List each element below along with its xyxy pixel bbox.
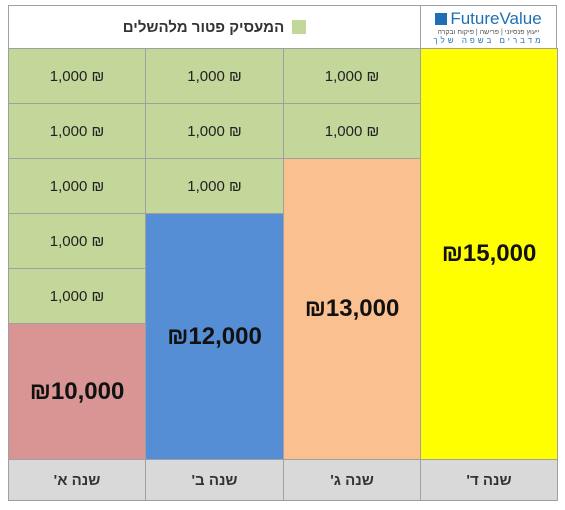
- logo-name: FutureValue: [450, 9, 542, 28]
- legend-text: המעסיק פטור מלהשלים: [122, 18, 285, 36]
- cell: 1,000 ₪: [8, 213, 146, 269]
- cell: 1,000 ₪: [8, 48, 146, 104]
- legend: המעסיק פטור מלהשלים: [8, 5, 421, 49]
- year-label: שנה ג': [283, 459, 421, 501]
- cell: 1,000 ₪: [145, 158, 284, 214]
- amount-block: ₪12,000: [145, 213, 284, 460]
- cell: 1,000 ₪: [283, 103, 421, 159]
- cell: 1,000 ₪: [8, 103, 146, 159]
- cell: 1,000 ₪: [8, 268, 146, 324]
- year-label: שנה א': [8, 459, 146, 501]
- cell: 1,000 ₪: [283, 48, 421, 104]
- year-label: שנה ד': [420, 459, 558, 501]
- year-label: שנה ב': [145, 459, 284, 501]
- cell: 1,000 ₪: [145, 103, 284, 159]
- cell: 1,000 ₪: [145, 48, 284, 104]
- amount-block: ₪10,000: [8, 323, 146, 460]
- legend-swatch: [292, 20, 307, 34]
- logo: FutureValue ייעוץ פנסיוני | פרישה | פיקו…: [420, 5, 557, 49]
- logo-icon: [435, 13, 448, 25]
- amount-block: ₪13,000: [283, 158, 421, 460]
- logo-tagline: ייעוץ פנסיוני | פרישה | פיקוח ובקרה: [437, 29, 540, 36]
- cell: 1,000 ₪: [8, 158, 146, 214]
- logo-slogan: מדברים בשפה שלך: [433, 36, 544, 45]
- amount-block: ₪15,000: [420, 48, 558, 460]
